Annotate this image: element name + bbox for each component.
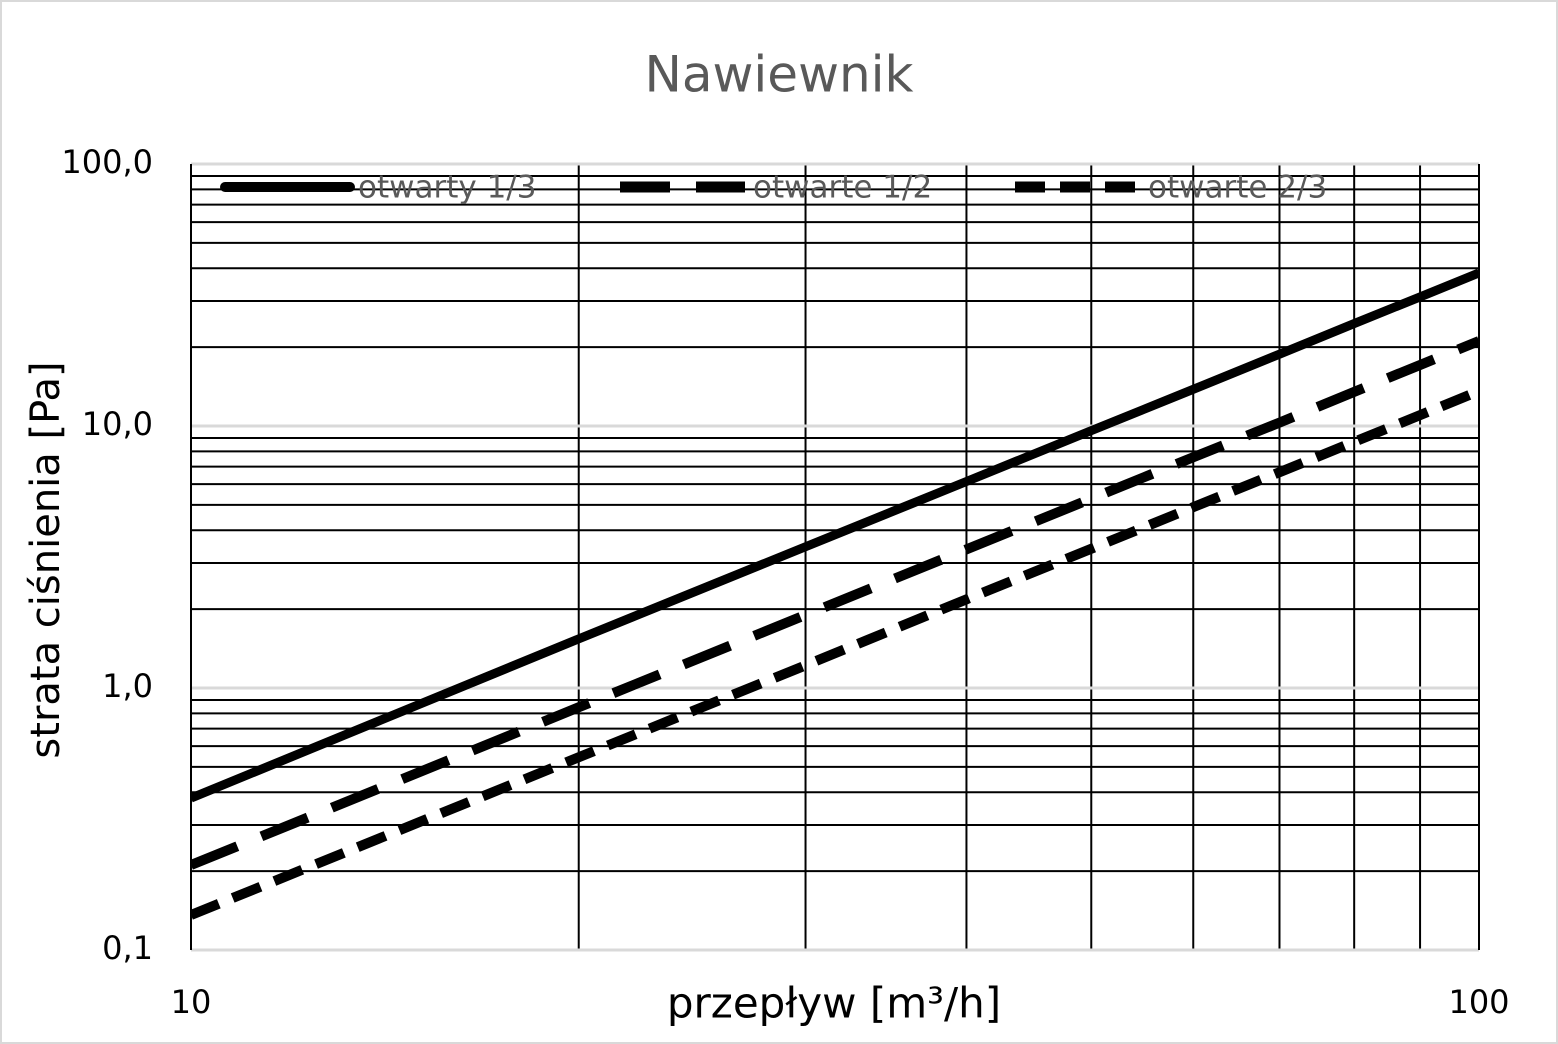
legend-label: otwarte 1/2 xyxy=(753,170,932,206)
series-line xyxy=(191,336,1479,870)
x-tick-label: 100 xyxy=(1448,983,1509,1021)
legend-label: otwarty 1/3 xyxy=(358,170,536,206)
y-tick-label: 100,0 xyxy=(61,143,153,181)
series-line xyxy=(191,268,1479,803)
y-tick-label: 0,1 xyxy=(102,929,153,967)
y-tick-label: 1,0 xyxy=(102,667,153,705)
legend-label: otwarte 2/3 xyxy=(1148,170,1327,206)
y-tick-label: 10,0 xyxy=(82,405,153,443)
x-axis-label: przepływ [m³/h] xyxy=(667,979,1001,1028)
series-line xyxy=(191,386,1479,920)
chart-title: Nawiewnik xyxy=(644,46,913,104)
x-tick-label: 10 xyxy=(171,983,212,1021)
y-axis-label: strata ciśnienia [Pa] xyxy=(23,361,69,758)
